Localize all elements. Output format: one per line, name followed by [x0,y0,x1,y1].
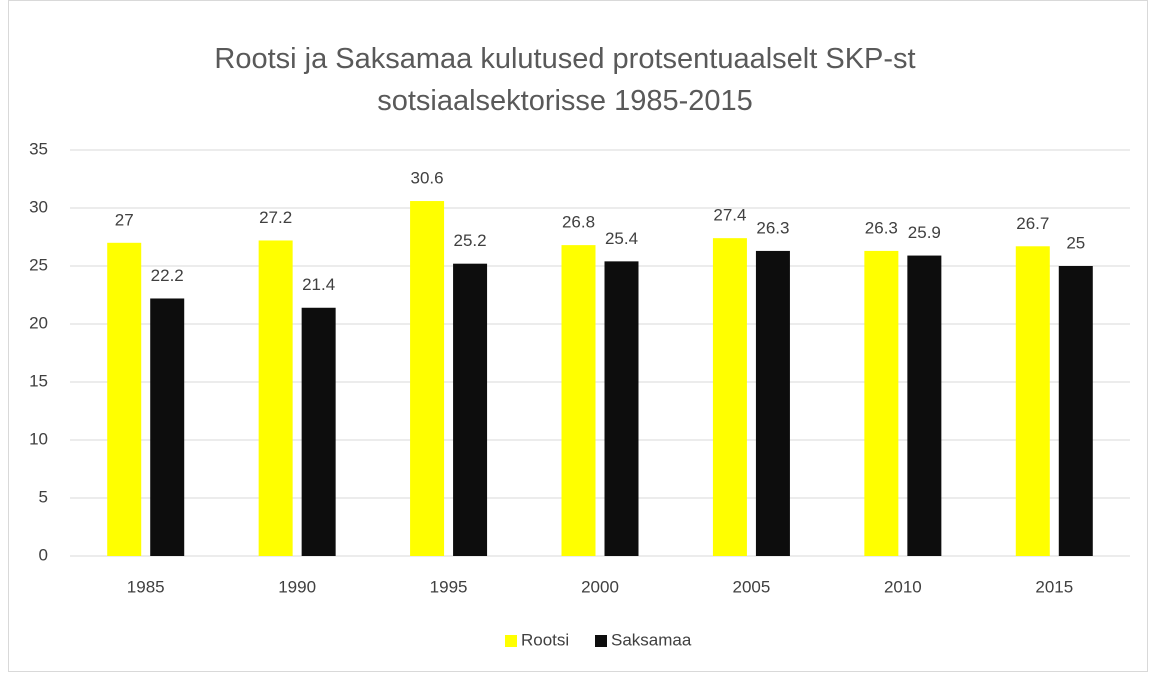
bar [604,261,639,556]
y-tick-label: 35 [29,139,48,158]
bar [107,242,142,557]
data-label: 25.4 [605,229,638,248]
data-label: 27 [115,210,134,229]
bar [1058,266,1093,556]
y-tick-label: 5 [39,487,48,506]
chart-title: Rootsi ja Saksamaa kulutused protsentuaa… [214,43,916,117]
data-label: 25.9 [908,223,941,242]
bar [453,263,488,556]
legend-swatch [595,635,607,647]
data-label: 25 [1066,233,1085,252]
bar [258,240,293,557]
y-tick-label: 10 [29,429,48,448]
y-tick-label: 25 [29,255,48,274]
legend-swatch [505,635,517,647]
y-tick-label: 0 [39,545,48,564]
legend-label: Rootsi [521,630,569,649]
bar [864,250,899,557]
x-tick-label: 2010 [884,577,922,596]
data-label: 22.2 [151,266,184,285]
data-label: 26.3 [865,218,898,237]
x-tick-label: 2000 [581,577,619,596]
data-label: 26.8 [562,213,595,232]
x-tick-label: 2015 [1035,577,1073,596]
bar [150,298,185,556]
data-label: 27.4 [713,206,746,225]
x-tick-label: 1995 [430,577,468,596]
data-label: 30.6 [411,169,444,188]
data-label: 25.2 [454,231,487,250]
chart-border [8,0,1148,672]
legend-label: Saksamaa [611,630,692,649]
data-label: 26.7 [1016,214,1049,233]
bar [712,238,747,556]
y-tick-label: 30 [29,197,48,216]
data-label: 26.3 [756,218,789,237]
bar [410,201,445,557]
data-label: 27.2 [259,208,292,227]
data-label: 21.4 [302,275,335,294]
x-tick-label: 2005 [733,577,771,596]
bar [1015,246,1050,556]
bar [301,307,336,556]
y-tick-label: 20 [29,313,48,332]
bar [755,250,790,557]
bar [907,255,942,556]
bar [561,245,596,556]
y-tick-label: 15 [29,371,48,390]
x-tick-label: 1990 [278,577,316,596]
x-tick-label: 1985 [127,577,165,596]
